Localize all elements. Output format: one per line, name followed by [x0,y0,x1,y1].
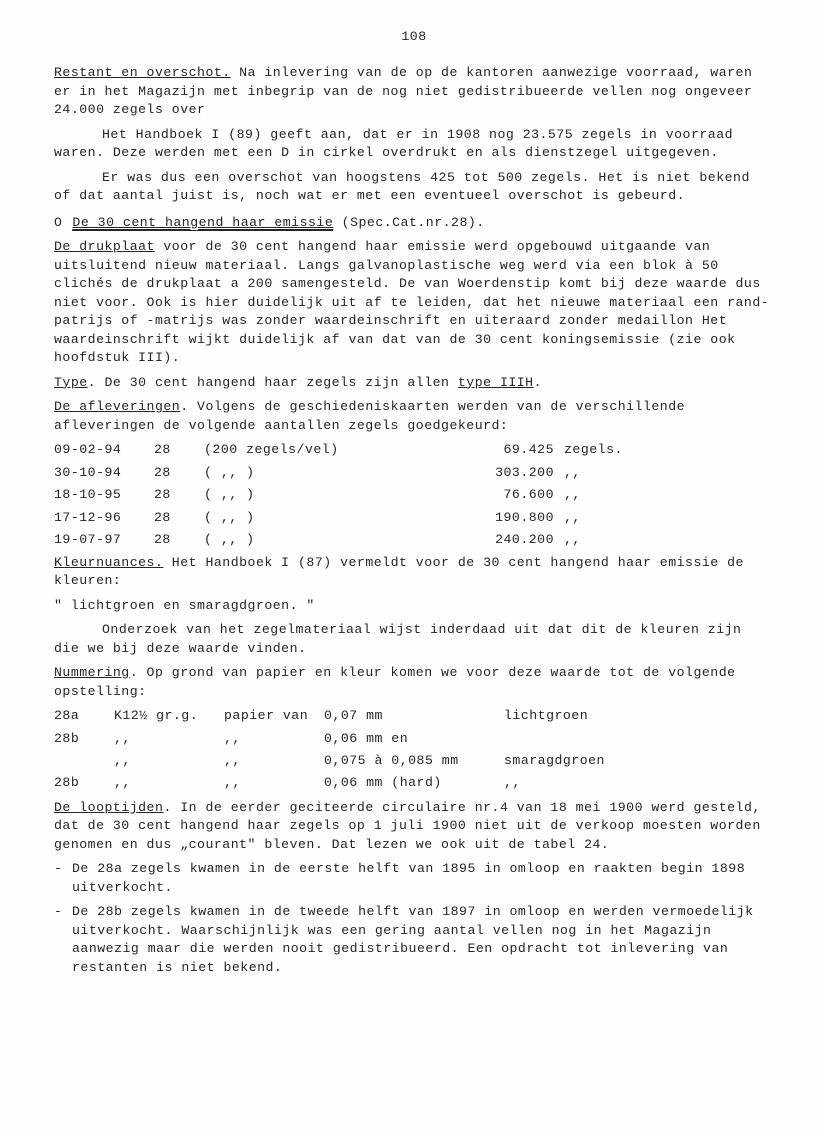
cell-date: 30-10-94 [54,464,154,482]
cell: ,, [224,752,324,770]
text: . Op grond van papier en kleur komen we … [54,665,736,698]
cell: 28a [54,707,114,725]
paragraph-type: Type. De 30 cent hangend haar zegels zij… [54,374,774,392]
table-row: 17-12-96 28 ( ,, ) 190.800 ,, [54,509,774,527]
page-number: 108 [54,28,774,46]
cell: ,, [114,774,224,792]
heading-looptijden: De looptijden [54,800,163,815]
cell-unit: ,, [564,509,774,527]
cell-date: 09-02-94 [54,441,154,459]
cell: 0,07 mm [324,707,504,725]
cell: smaragdgroen [504,752,774,770]
table-row: ,, ,, 0,075 à 0,085 mm smaragdgroen [54,752,774,770]
list-item: - De 28a zegels kwamen in de eerste helf… [54,860,774,897]
list-item: - De 28b zegels kwamen in de tweede helf… [54,903,774,977]
cell: 0,06 mm en [324,730,504,748]
cell [54,752,114,770]
cell: ,, [224,730,324,748]
cell: K12½ gr.g. [114,707,224,725]
cell-value: 303.200 [404,464,564,482]
cell-desc: ( ,, ) [204,464,404,482]
cell-unit: ,, [564,486,774,504]
cell-desc: ( ,, ) [204,509,404,527]
cell-num: 28 [154,464,204,482]
cell: ,, [224,774,324,792]
table-row: 28a K12½ gr.g. papier van 0,07 mm lichtg… [54,707,774,725]
list-marker: - [54,860,72,897]
list-text: De 28b zegels kwamen in de tweede helft … [72,903,774,977]
paragraph-onderzoek: Onderzoek van het zegelmateriaal wijst i… [54,621,774,658]
bullet-marker: O [54,214,64,232]
paragraph-restant: Restant en overschot. Na inlevering van … [54,64,774,119]
paragraph-kleur-quote: " lichtgroen en smaragdgroen. " [54,597,774,615]
list-marker: - [54,903,72,977]
cell-date: 18-10-95 [54,486,154,504]
cell-num: 28 [154,509,204,527]
table-row: 09-02-94 28 (200 zegels/vel) 69.425 zege… [54,441,774,459]
cell: ,, [114,752,224,770]
cell-desc: (200 zegels/vel) [204,441,404,459]
text: . De 30 cent hangend haar zegels zijn al… [88,375,458,390]
cell: ,, [114,730,224,748]
paragraph-looptijden: De looptijden. In de eerder geciteerde c… [54,799,774,854]
cell: lichtgroen [504,707,774,725]
cell [504,730,774,748]
delivery-table: 09-02-94 28 (200 zegels/vel) 69.425 zege… [54,441,774,549]
paragraph-kleurnuances: Kleurnuances. Het Handboek I (87) vermel… [54,554,774,591]
cell-date: 19-07-97 [54,531,154,549]
paragraph-nummering: Nummering. Op grond van papier en kleur … [54,664,774,701]
heading-text: De 30 cent hangend haar emissie [72,215,333,231]
paragraph-afleveringen: De afleveringen. Volgens de geschiedenis… [54,398,774,435]
cell: 28b [54,730,114,748]
text: voor de 30 cent hangend haar emissie wer… [54,239,769,365]
section-heading-30cent: O De 30 cent hangend haar emissie (Spec.… [54,214,774,232]
cell: ,, [504,774,774,792]
cell-num: 28 [154,486,204,504]
cell-value: 190.800 [404,509,564,527]
cell-desc: ( ,, ) [204,531,404,549]
document-page: 108 Restant en overschot. Na inlevering … [0,0,822,1132]
paragraph-handboek: Het Handboek I (89) geeft aan, dat er in… [54,126,774,163]
heading-kleurnuances: Kleurnuances. [54,555,163,570]
paragraph-drukplaat: De drukplaat voor de 30 cent hangend haa… [54,238,774,367]
cell: 0,06 mm (hard) [324,774,504,792]
cell-unit: ,, [564,531,774,549]
heading-nummering: Nummering [54,665,130,680]
type-label: type IIIH [458,375,534,390]
cell-date: 17-12-96 [54,509,154,527]
table-row: 30-10-94 28 ( ,, ) 303.200 ,, [54,464,774,482]
paragraph-overschot: Er was dus een overschot van hoogstens 4… [54,169,774,206]
table-row: 18-10-95 28 ( ,, ) 76.600 ,, [54,486,774,504]
text: . [534,375,542,390]
heading-afleveringen: De afleveringen [54,399,180,414]
list-text: De 28a zegels kwamen in de eerste helft … [72,860,774,897]
heading-restant: Restant en overschot. [54,65,231,80]
table-row: 28b ,, ,, 0,06 mm (hard) ,, [54,774,774,792]
heading-suffix: (Spec.Cat.nr.28). [333,215,484,230]
cell: 0,075 à 0,085 mm [324,752,504,770]
cell-unit: zegels. [564,441,774,459]
numbering-table: 28a K12½ gr.g. papier van 0,07 mm lichtg… [54,707,774,793]
heading-type: Type [54,375,88,390]
cell-num: 28 [154,441,204,459]
heading-drukplaat: De drukplaat [54,239,155,254]
cell-num: 28 [154,531,204,549]
cell-unit: ,, [564,464,774,482]
cell-value: 76.600 [404,486,564,504]
cell-value: 69.425 [404,441,564,459]
table-row: 28b ,, ,, 0,06 mm en [54,730,774,748]
table-row: 19-07-97 28 ( ,, ) 240.200 ,, [54,531,774,549]
cell-value: 240.200 [404,531,564,549]
cell-desc: ( ,, ) [204,486,404,504]
cell: 28b [54,774,114,792]
cell: papier van [224,707,324,725]
